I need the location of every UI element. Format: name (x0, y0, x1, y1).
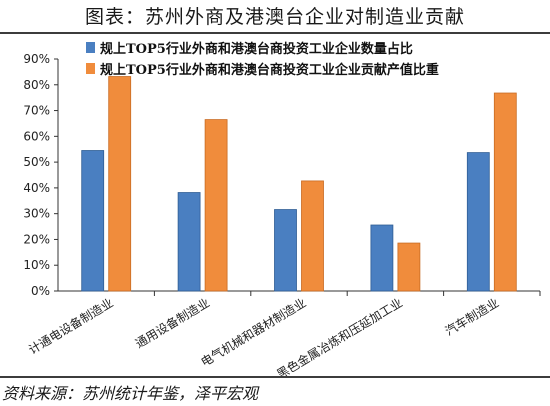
y-tick-label: 90% (23, 52, 50, 66)
y-tick-label: 30% (23, 207, 50, 221)
chart-bars (81, 76, 517, 292)
legend-label: 规上TOP5行业外商和港澳台商投资工业企业数量占比 (100, 41, 413, 57)
x-category-label: 通用设备制造业 (133, 296, 212, 351)
legend-swatch (86, 63, 95, 74)
page-title: 图表：苏州外商及港澳台企业对制造业贡献 (84, 6, 465, 28)
chart-legend: 规上TOP5行业外商和港澳台商投资工业企业数量占比规上TOP5行业外商和港澳台商… (86, 41, 439, 78)
bar-count-share (177, 192, 201, 292)
source-note: 资料来源：苏州统计年鉴，泽平宏观 (2, 384, 259, 403)
bar-count-share (466, 152, 490, 292)
legend-label: 规上TOP5行业外商和港澳台商投资工业企业贡献产值比重 (100, 62, 439, 78)
y-tick-label: 70% (23, 104, 50, 118)
title-bar: 图表：苏州外商及港澳台企业对制造业贡献 (0, 0, 550, 34)
source-divider (0, 376, 550, 378)
y-tick-label: 10% (23, 258, 50, 272)
bar-chart: 0% 10% 20% 30% 40% 50% 60% 70% 80% 90% 计通电设备制造业 通用… (23, 41, 541, 376)
bar-count-share (274, 209, 297, 292)
y-tick-label: 0% (31, 284, 50, 298)
legend-swatch (86, 42, 95, 53)
bar-output-share (301, 180, 324, 292)
y-tick-label: 40% (23, 181, 50, 195)
x-category-label: 汽车制造业 (442, 295, 501, 339)
title-divider (0, 32, 550, 34)
bar-count-share (81, 150, 105, 292)
chart-axes: 0% 10% 20% 30% 40% 50% 60% 70% 80% 90% (23, 52, 541, 298)
bar-output-share (493, 92, 517, 292)
bar-output-share (108, 76, 132, 292)
bar-output-share (204, 119, 228, 292)
y-tick-label: 60% (23, 129, 50, 143)
bar-output-share (397, 242, 421, 292)
x-category-label: 计通电设备制造业 (26, 296, 116, 357)
y-tick-label: 20% (23, 232, 50, 246)
y-tick-label: 50% (23, 155, 50, 169)
y-tick-label: 80% (23, 78, 50, 92)
bar-count-share (370, 224, 394, 292)
